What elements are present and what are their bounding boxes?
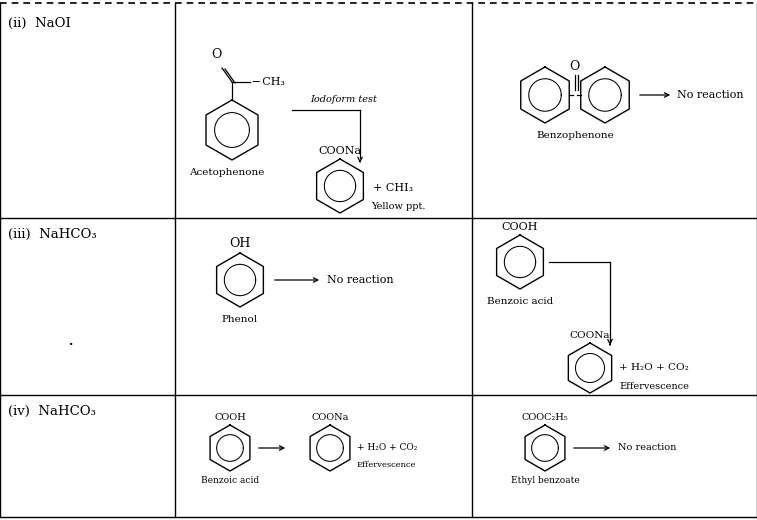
Text: (iii)  NaHCO₃: (iii) NaHCO₃: [8, 228, 97, 241]
Text: COONa: COONa: [319, 146, 362, 156]
Text: No reaction: No reaction: [677, 90, 743, 100]
Text: + H₂O + CO₂: + H₂O + CO₂: [619, 363, 689, 372]
Text: + H₂O + CO₂: + H₂O + CO₂: [357, 444, 417, 452]
Text: COOH: COOH: [502, 222, 538, 232]
Text: No reaction: No reaction: [327, 275, 394, 285]
Text: + CHI₃: + CHI₃: [373, 183, 413, 193]
Text: COOH: COOH: [214, 413, 246, 422]
Text: .: .: [67, 331, 73, 349]
Text: Benzophenone: Benzophenone: [536, 131, 614, 140]
Text: Yellow ppt.: Yellow ppt.: [371, 202, 425, 211]
Text: Effervescence: Effervescence: [619, 382, 689, 391]
Text: O: O: [210, 48, 221, 61]
Text: (iv)  NaHCO₃: (iv) NaHCO₃: [8, 405, 96, 418]
Text: O: O: [569, 60, 579, 73]
Text: COONa: COONa: [311, 413, 349, 422]
Text: Benzoic acid: Benzoic acid: [201, 476, 259, 485]
Text: ─ CH₃: ─ CH₃: [252, 77, 285, 87]
Text: Acetophenone: Acetophenone: [189, 168, 265, 177]
Text: Iodoform test: Iodoform test: [310, 95, 377, 104]
Text: No reaction: No reaction: [618, 444, 676, 452]
Text: (ii)  NaOI: (ii) NaOI: [8, 17, 71, 30]
Text: Benzoic acid: Benzoic acid: [487, 297, 553, 306]
Text: OH: OH: [229, 237, 251, 250]
Text: Effervescence: Effervescence: [357, 461, 416, 469]
Text: Phenol: Phenol: [222, 315, 258, 324]
Text: COONa: COONa: [570, 331, 610, 340]
Text: COOC₂H₅: COOC₂H₅: [522, 413, 569, 422]
Text: Ethyl benzoate: Ethyl benzoate: [511, 476, 579, 485]
